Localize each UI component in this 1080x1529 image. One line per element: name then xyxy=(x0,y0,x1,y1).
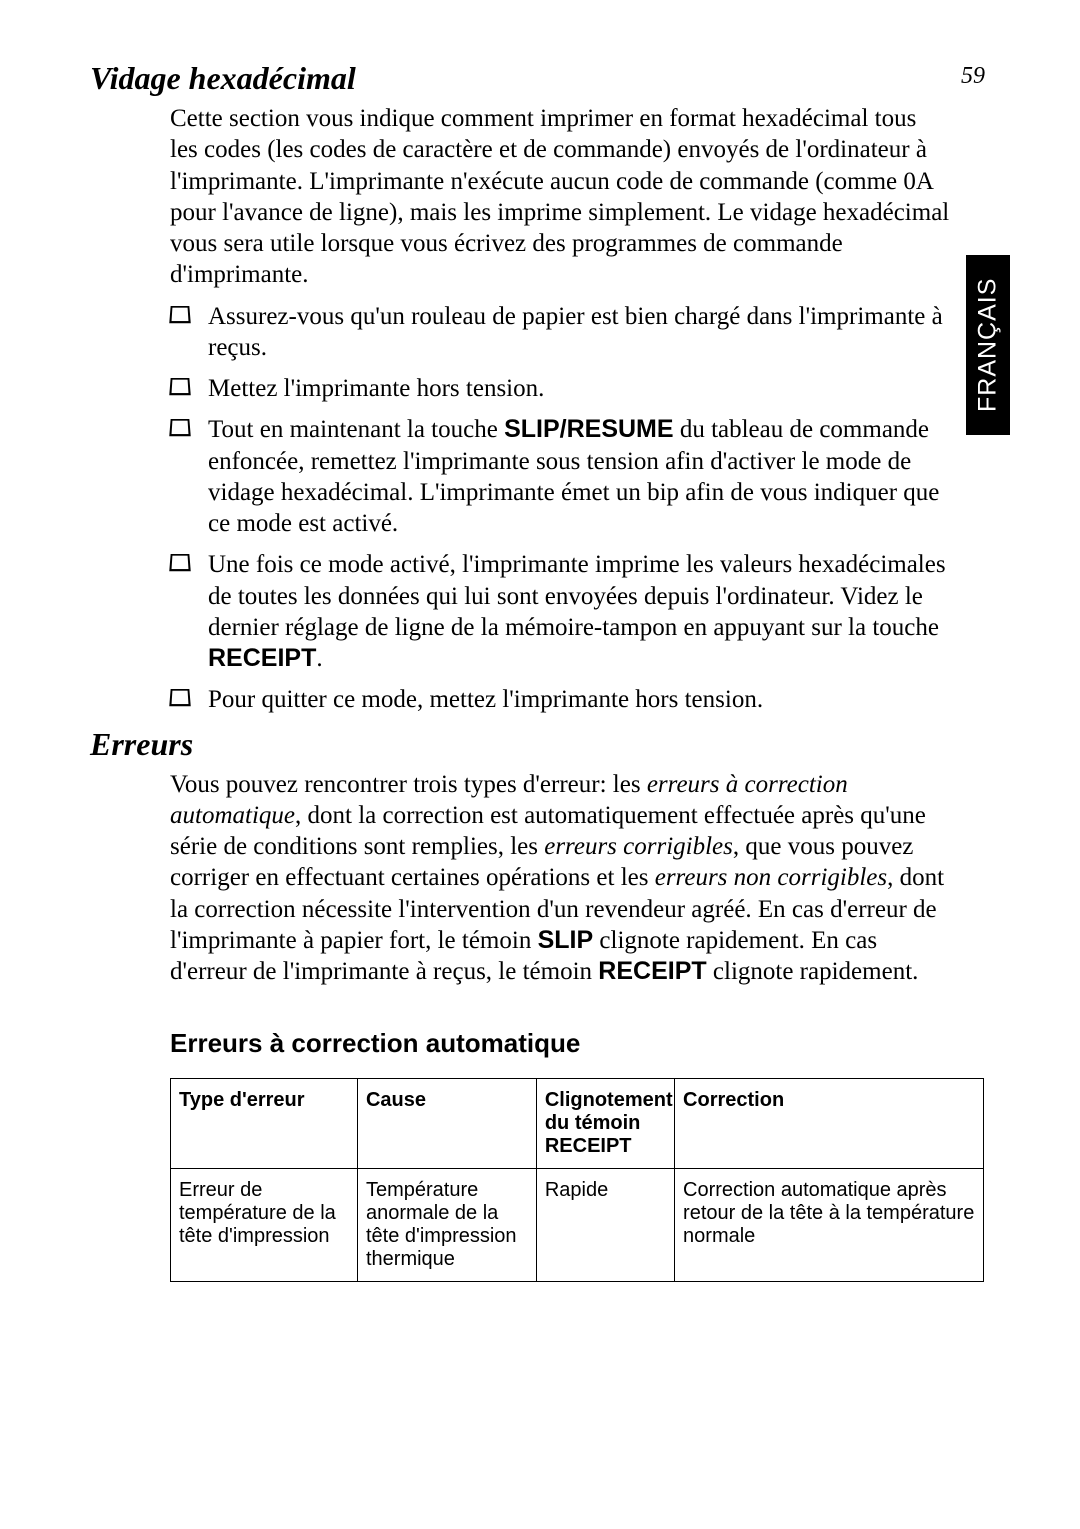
key-label: SLIP/RESUME xyxy=(504,415,673,443)
table-cell: Erreur de température de la tête d'impre… xyxy=(171,1168,358,1281)
table-cell: Correction automatique après retour de l… xyxy=(675,1168,984,1281)
emphasis: erreurs corrigibles xyxy=(544,833,733,860)
list-text: Tout en maintenant la touche xyxy=(208,416,504,443)
section-title-erreurs: Erreurs xyxy=(90,726,990,763)
section2-body: Vous pouvez rencontrer trois types d'err… xyxy=(170,769,950,1060)
key-label: RECEIPT xyxy=(208,644,316,672)
list-item: Assurez-vous qu'un rouleau de papier est… xyxy=(170,301,950,364)
error-table: Type d'erreur Cause Clignotement du témo… xyxy=(170,1078,984,1282)
section1-intro: Cette section vous indique comment impri… xyxy=(170,103,950,291)
key-label: SLIP xyxy=(538,926,594,954)
list-item: Pour quitter ce mode, mettez l'imprimant… xyxy=(170,684,950,715)
section2-intro: Vous pouvez rencontrer trois types d'err… xyxy=(170,769,950,988)
table-row: Erreur de température de la tête d'impre… xyxy=(171,1168,984,1281)
list-item: Tout en maintenant la touche SLIP/RESUME… xyxy=(170,414,950,539)
table-header: Correction xyxy=(675,1078,984,1168)
section-title-vidage: Vidage hexadécimal xyxy=(90,60,990,97)
language-tab: FRANÇAIS xyxy=(966,255,1010,435)
table-header: Type d'erreur xyxy=(171,1078,358,1168)
page-number: 59 xyxy=(961,63,985,90)
section1-checklist: Assurez-vous qu'un rouleau de papier est… xyxy=(170,301,950,716)
error-table-wrap: Type d'erreur Cause Clignotement du témo… xyxy=(170,1078,984,1282)
text: clignote rapidement. xyxy=(707,958,919,985)
text: Vous pouvez rencontrer trois types d'err… xyxy=(170,771,647,798)
list-text: . xyxy=(316,645,322,672)
table-header: Clignotement du témoin RECEIPT xyxy=(536,1078,674,1168)
list-item: Mettez l'imprimante hors tension. xyxy=(170,373,950,404)
table-cell: Température anormale de la tête d'impres… xyxy=(357,1168,536,1281)
table-cell: Rapide xyxy=(536,1168,674,1281)
table-header-row: Type d'erreur Cause Clignotement du témo… xyxy=(171,1078,984,1168)
list-text: Une fois ce mode activé, l'imprimante im… xyxy=(208,551,946,641)
table-header: Cause xyxy=(357,1078,536,1168)
list-item: Une fois ce mode activé, l'imprimante im… xyxy=(170,549,950,674)
emphasis: erreurs non corrigibles xyxy=(655,864,887,891)
key-label: RECEIPT xyxy=(598,957,706,985)
section1-body: Cette section vous indique comment impri… xyxy=(170,103,950,716)
subsection-title: Erreurs à correction automatique xyxy=(170,1027,950,1060)
page: 59 FRANÇAIS Vidage hexadécimal Cette sec… xyxy=(0,0,1080,1529)
